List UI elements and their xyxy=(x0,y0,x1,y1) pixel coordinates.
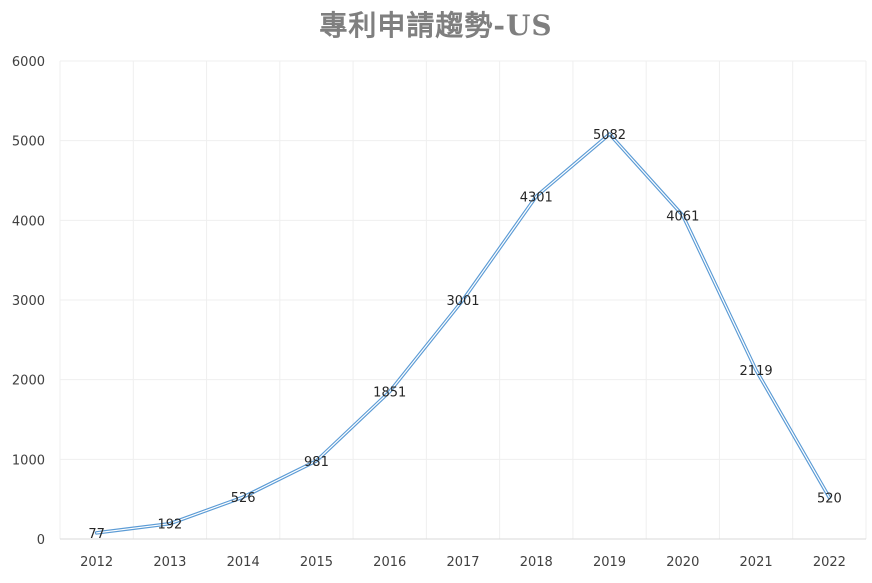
x-tick-label: 2013 xyxy=(153,555,186,570)
data-label: 520 xyxy=(817,492,842,507)
data-label: 2119 xyxy=(740,364,773,379)
x-tick-label: 2015 xyxy=(300,555,333,570)
y-tick-label: 0 xyxy=(37,533,45,548)
chart-title: 專利申請趨勢-US xyxy=(319,9,553,42)
x-tick-label: 2017 xyxy=(446,555,479,570)
x-tick-label: 2018 xyxy=(520,555,553,570)
x-tick-label: 2012 xyxy=(80,555,113,570)
y-axis-tick-labels: 0 1000 2000 3000 4000 5000 6000 xyxy=(12,55,45,548)
data-label: 192 xyxy=(157,518,182,533)
x-tick-label: 2019 xyxy=(593,555,626,570)
data-label: 4301 xyxy=(520,190,553,205)
y-tick-label: 2000 xyxy=(12,374,45,389)
x-tick-label: 2021 xyxy=(740,555,773,570)
data-label: 3001 xyxy=(446,294,479,309)
y-tick-label: 3000 xyxy=(12,294,45,309)
x-tick-label: 2016 xyxy=(373,555,406,570)
data-label: 526 xyxy=(231,491,256,506)
data-label: 4061 xyxy=(666,209,699,224)
x-tick-label: 2014 xyxy=(227,555,260,570)
x-axis-tick-labels: 2012 2013 2014 2015 2016 2017 2018 2019 2020 2021… xyxy=(80,555,846,570)
data-label: 981 xyxy=(304,455,329,470)
data-label: 1851 xyxy=(373,386,406,401)
series-lines xyxy=(94,132,832,535)
x-tick-label: 2022 xyxy=(813,555,846,570)
y-tick-label: 5000 xyxy=(12,135,45,150)
y-tick-label: 1000 xyxy=(12,453,45,468)
y-tick-label: 4000 xyxy=(12,214,45,229)
x-tick-label: 2020 xyxy=(666,555,699,570)
data-label: 77 xyxy=(88,527,105,542)
y-tick-label: 6000 xyxy=(12,55,45,70)
data-labels: 77 192 526 981 1851 3001 4301 5082 4061 2119 520 xyxy=(88,128,841,542)
data-label: 5082 xyxy=(593,128,626,143)
series-line-highlight xyxy=(96,133,830,534)
